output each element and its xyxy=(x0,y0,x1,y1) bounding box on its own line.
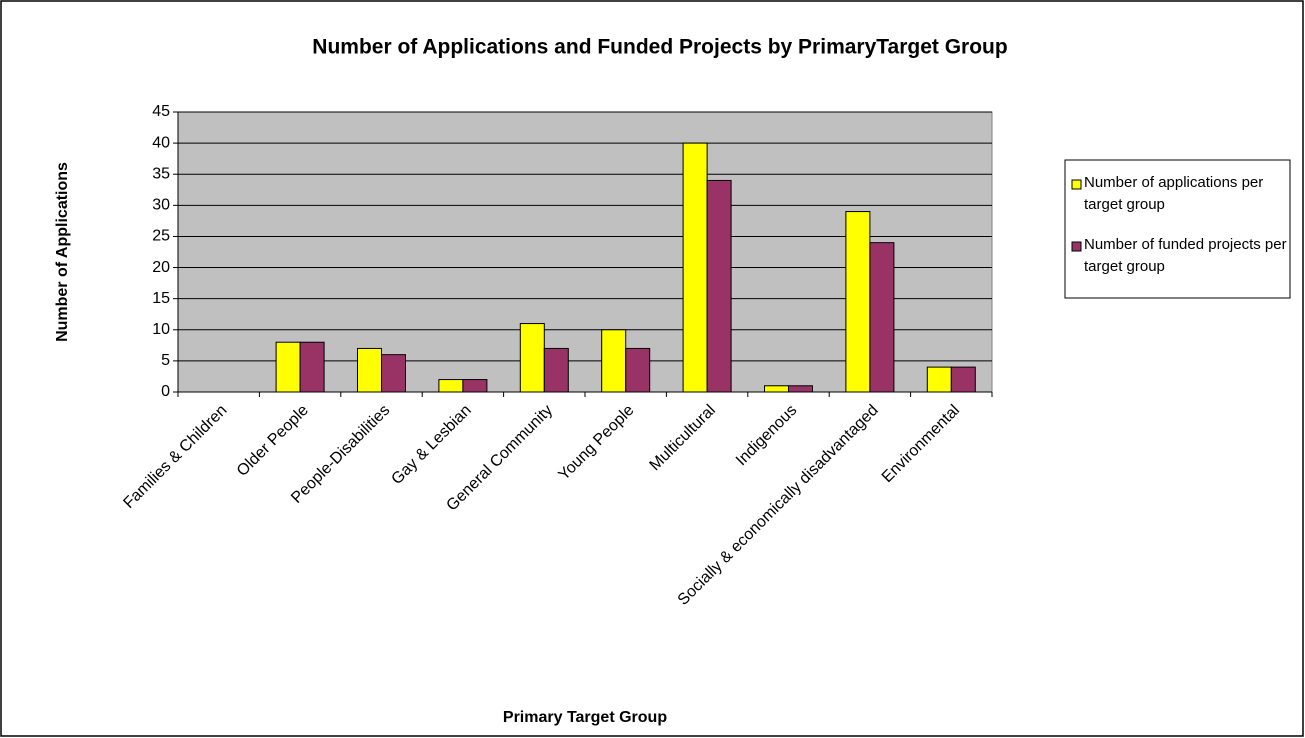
bar xyxy=(275,341,301,393)
chart-title: Number of Applications and Funded Projec… xyxy=(312,36,1007,59)
bar xyxy=(519,323,545,393)
bar xyxy=(625,347,651,393)
bar xyxy=(926,366,952,393)
bar xyxy=(357,347,382,393)
legend-label: Number of applications per target group xyxy=(1084,174,1264,213)
legend-label: Number of funded projects per target gro… xyxy=(1084,236,1287,275)
y-tick-label: 5 xyxy=(161,352,170,369)
bar xyxy=(788,385,813,393)
bar xyxy=(299,341,325,393)
y-tick-label: 30 xyxy=(152,197,170,214)
legend-entry: Number of applications per target group xyxy=(1084,174,1264,213)
y-tick-label: 25 xyxy=(152,228,170,245)
bar xyxy=(601,329,627,393)
bar xyxy=(869,242,895,393)
legend-box xyxy=(1064,159,1291,299)
y-tick-label: 15 xyxy=(152,290,170,307)
y-tick-label: 10 xyxy=(152,321,170,338)
x-axis-title: Primary Target Group xyxy=(503,709,667,726)
legend-swatch xyxy=(1071,179,1082,190)
legend-entry: Number of funded projects per target gro… xyxy=(1084,236,1287,275)
y-tick-label: 45 xyxy=(152,103,170,120)
bar xyxy=(543,347,569,393)
y-axis-title: Number of Applications xyxy=(54,162,71,342)
bar xyxy=(706,179,732,393)
bar xyxy=(845,211,871,393)
bar xyxy=(950,366,976,393)
bar xyxy=(438,379,464,393)
y-tick-label: 40 xyxy=(152,134,170,151)
legend-swatch xyxy=(1071,241,1082,252)
y-tick-label: 0 xyxy=(161,383,170,400)
bar xyxy=(381,354,406,393)
y-tick-label: 35 xyxy=(152,165,170,182)
y-tick-label: 20 xyxy=(152,259,170,276)
bar xyxy=(764,385,789,393)
bar xyxy=(462,379,488,393)
bar xyxy=(682,142,708,393)
